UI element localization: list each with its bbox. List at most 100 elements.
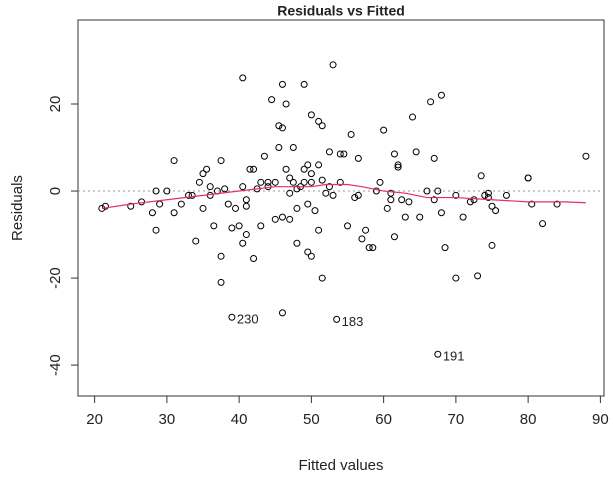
y-tick-label: -20 (47, 267, 64, 289)
point (275, 144, 283, 152)
y-tick-label: -40 (47, 354, 64, 376)
point (221, 185, 229, 193)
y-tick-label: 0 (47, 187, 64, 195)
x-tick-label: 70 (448, 411, 465, 428)
point (459, 213, 467, 221)
point (553, 200, 561, 208)
point (488, 202, 496, 210)
point (257, 222, 265, 230)
point (344, 222, 352, 230)
labeled-point (333, 315, 341, 323)
point (369, 244, 377, 252)
point (398, 196, 406, 204)
point (354, 191, 362, 199)
point (203, 165, 211, 173)
point (315, 117, 323, 125)
point (394, 161, 402, 169)
point (524, 174, 532, 182)
point (199, 170, 207, 178)
point (242, 231, 250, 239)
point (325, 183, 333, 191)
point (195, 178, 203, 186)
point (152, 187, 160, 195)
point (318, 176, 326, 184)
point (315, 226, 323, 234)
point (452, 191, 460, 199)
point (307, 178, 315, 186)
point (376, 178, 384, 186)
point (300, 165, 308, 173)
point (322, 189, 330, 197)
point-label: 191 (443, 349, 465, 364)
point (437, 209, 445, 217)
point (170, 209, 178, 217)
point (528, 200, 536, 208)
point (185, 191, 193, 199)
point (217, 157, 225, 165)
point (210, 222, 218, 230)
point (582, 152, 590, 160)
point (351, 194, 359, 202)
point (217, 278, 225, 286)
point (293, 239, 301, 247)
point (286, 189, 294, 197)
point (101, 202, 109, 210)
point (437, 91, 445, 99)
point (481, 191, 489, 199)
point (416, 213, 424, 221)
point (148, 209, 156, 217)
point (300, 80, 308, 88)
labeled-point (228, 313, 236, 321)
point (315, 161, 323, 169)
point (278, 124, 286, 132)
point (474, 272, 482, 280)
point (325, 148, 333, 156)
point (199, 204, 207, 212)
point (434, 187, 442, 195)
point (484, 189, 492, 197)
point (192, 237, 200, 245)
point (170, 157, 178, 165)
point (206, 183, 214, 191)
point (390, 150, 398, 158)
x-tick-label: 40 (231, 411, 248, 428)
point (239, 183, 247, 191)
point (387, 189, 395, 197)
point (409, 113, 417, 121)
point (282, 100, 290, 108)
point (224, 200, 232, 208)
point (452, 274, 460, 282)
point (358, 235, 366, 243)
x-tick-label: 50 (303, 411, 320, 428)
point (405, 198, 413, 206)
point (268, 96, 276, 104)
point (401, 213, 409, 221)
point (275, 122, 283, 130)
point (492, 207, 500, 215)
point (289, 144, 297, 152)
point (307, 252, 315, 260)
point (484, 194, 492, 202)
point (228, 224, 236, 232)
point-label: 230 (237, 312, 259, 327)
point (488, 241, 496, 249)
point (271, 215, 279, 223)
point (340, 150, 348, 158)
point (188, 191, 196, 199)
point (235, 222, 243, 230)
point (318, 274, 326, 282)
point (477, 172, 485, 180)
point (278, 309, 286, 317)
point (365, 244, 373, 252)
point (304, 248, 312, 256)
point (257, 178, 265, 186)
point (282, 165, 290, 173)
point (329, 61, 337, 69)
point (206, 191, 214, 199)
point (336, 178, 344, 186)
point (239, 74, 247, 82)
point (286, 215, 294, 223)
point (278, 213, 286, 221)
point (250, 254, 258, 262)
